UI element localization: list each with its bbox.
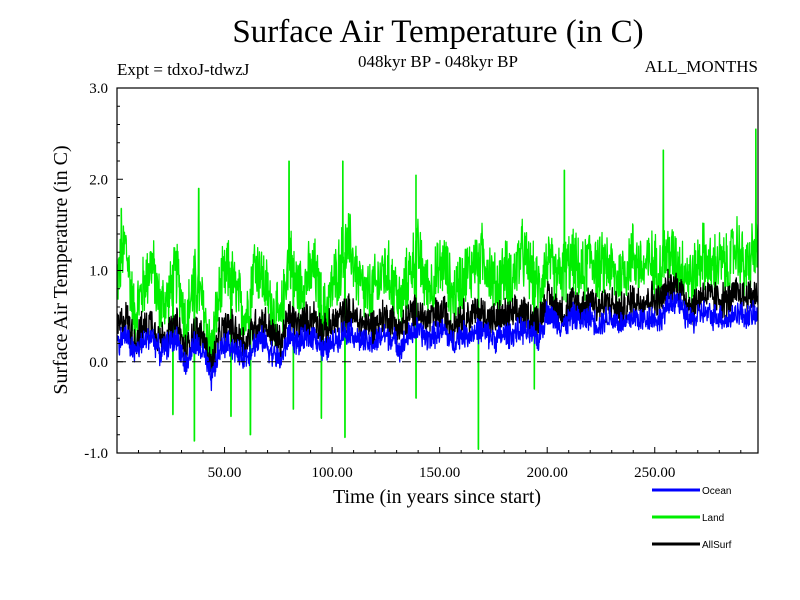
x-axis-label: Time (in years since start) bbox=[333, 486, 541, 508]
x-axis: 50.00 100.00 150.00 200.00 250.00 bbox=[138, 447, 742, 481]
y-tick-label: 3.0 bbox=[89, 81, 108, 97]
x-tick-label: 50.00 bbox=[208, 465, 242, 481]
x-tick-label: 250.00 bbox=[634, 465, 675, 481]
x-tick-label: 100.00 bbox=[311, 465, 352, 481]
x-tick-label: 200.00 bbox=[527, 465, 568, 481]
y-axis: -1.0 0.0 1.0 2.0 3.0 bbox=[84, 81, 123, 462]
series-layer bbox=[117, 128, 758, 451]
y-tick-label: 2.0 bbox=[89, 172, 108, 188]
period-label: 048kyr BP - 048kyr BP bbox=[358, 52, 518, 71]
legend-label-land: Land bbox=[702, 513, 724, 524]
months-label: ALL_MONTHS bbox=[644, 57, 758, 76]
chart-title: Surface Air Temperature (in C) bbox=[232, 14, 644, 50]
legend: Ocean Land AllSurf bbox=[652, 486, 732, 551]
legend-label-ocean: Ocean bbox=[702, 486, 731, 497]
legend-label-allsurf: AllSurf bbox=[702, 540, 732, 551]
series-line-land bbox=[117, 128, 758, 451]
experiment-label: Expt = tdxoJ-tdwzJ bbox=[117, 60, 250, 79]
y-tick-label: 0.0 bbox=[89, 355, 108, 371]
x-tick-label: 150.00 bbox=[419, 465, 460, 481]
y-axis-label: Surface Air Temperature (in C) bbox=[50, 145, 72, 394]
series-line-ocean bbox=[117, 291, 758, 392]
y-tick-label: 1.0 bbox=[89, 264, 108, 280]
y-tick-label: -1.0 bbox=[84, 446, 108, 462]
